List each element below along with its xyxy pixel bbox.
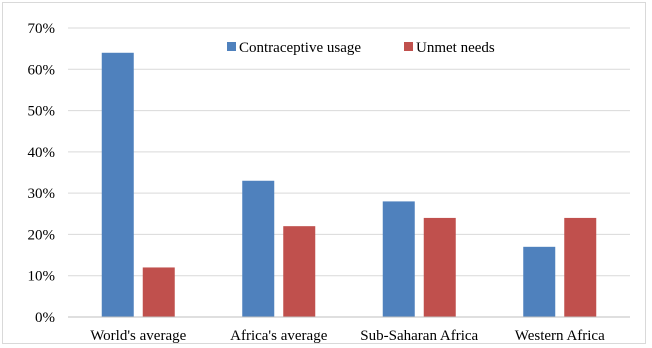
y-tick-label: 20% <box>28 227 56 243</box>
x-axis-category-labels: World's average Africa's average Sub-Sahar… <box>90 328 605 344</box>
legend-swatch <box>404 42 413 51</box>
x-category-label: World's average <box>90 328 186 344</box>
y-tick-label: 60% <box>28 62 56 78</box>
y-tick-label: 30% <box>28 186 56 202</box>
y-tick-label: 0% <box>35 310 55 326</box>
bar-contraceptive-usage <box>382 201 415 317</box>
legend-label: Contraceptive usage <box>239 40 361 56</box>
bar-contraceptive-usage <box>523 246 556 317</box>
y-tick-label: 50% <box>28 104 56 120</box>
y-tick-label: 40% <box>28 145 56 161</box>
legend-label: Unmet needs <box>416 40 495 56</box>
bar-contraceptive-usage <box>101 52 134 318</box>
bars <box>101 52 597 318</box>
bar-unmet-needs <box>142 267 175 317</box>
bar-unmet-needs <box>564 217 597 317</box>
y-tick-label: 10% <box>28 269 56 285</box>
legend-swatch <box>227 42 236 51</box>
gridlines <box>68 27 630 277</box>
bar-contraceptive-usage <box>242 180 275 317</box>
bar-unmet-needs <box>423 217 456 317</box>
y-tick-label: 70% <box>28 21 56 37</box>
y-axis-tick-labels: 0% 10% 20% 30% 40% 50% 60% 70% <box>28 21 56 326</box>
legend: Contraceptive usage Unmet needs <box>227 40 495 56</box>
bar-unmet-needs <box>283 226 316 317</box>
x-category-label: Western Africa <box>515 328 605 344</box>
x-category-label: Africa's average <box>230 328 328 344</box>
x-category-label: Sub-Saharan Africa <box>360 328 478 344</box>
